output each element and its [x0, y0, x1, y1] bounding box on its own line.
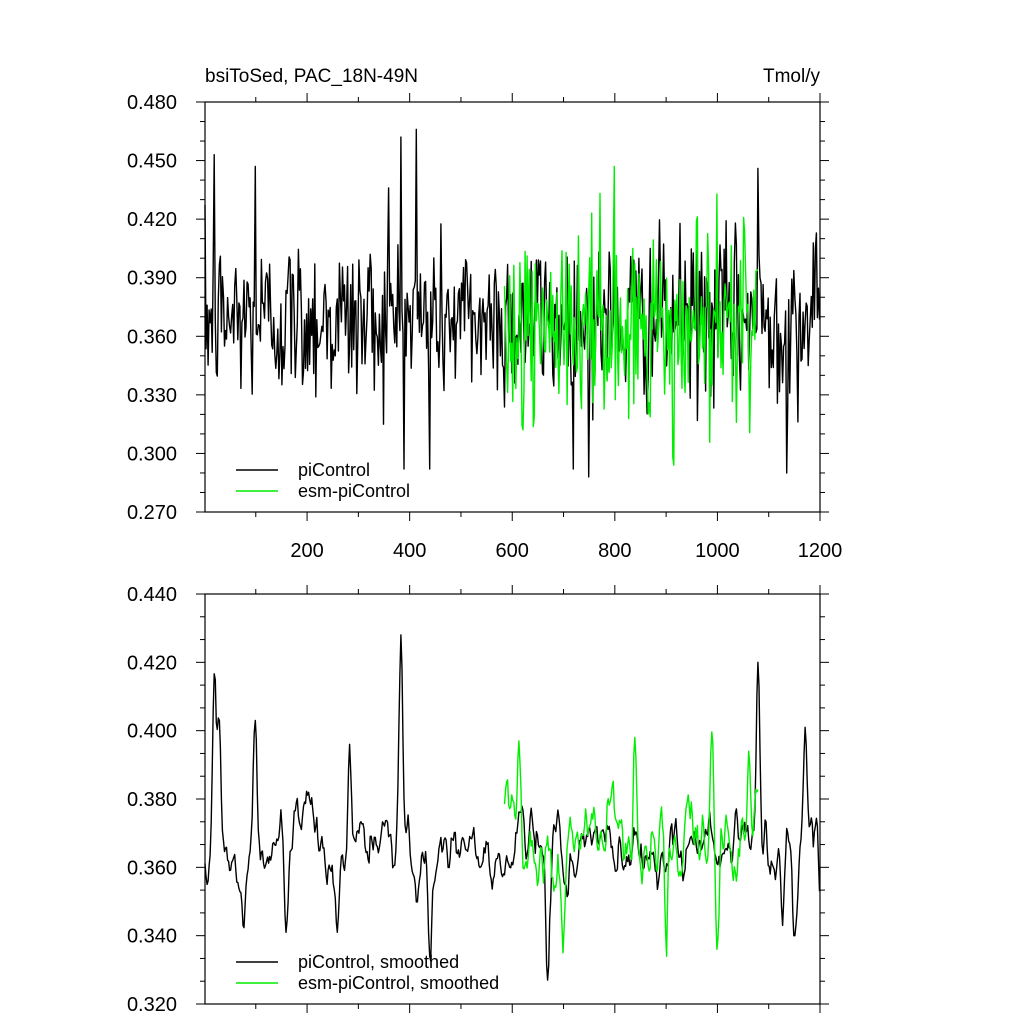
- top-plot-frame: [204, 101, 821, 513]
- series-line-esm-picontrol-smoothed: [503, 731, 759, 957]
- top-axis-ticks: 200 400 600 800 1000 1200 0.270 0.300 0.330 0.360…: [127, 92, 842, 562]
- bottom-plot-frame: [204, 593, 821, 1005]
- y-tick-label: 0.400: [127, 721, 177, 743]
- y-tick-label: 0.480: [127, 92, 177, 114]
- y-tick-label: 0.440: [127, 584, 177, 606]
- bottom-axis-ticks: 0.320 0.340 0.360 0.380 0.400 0.420 0.440: [127, 584, 829, 1016]
- top-legend: piControl esm-piControl: [236, 460, 410, 501]
- y-tick-label: 0.270: [127, 502, 177, 524]
- y-tick-label: 0.360: [127, 326, 177, 348]
- series-line-esm-picontrol: [503, 165, 759, 466]
- top-panel: bsiToSed, PAC_18N-49N Tmol/y 200 400 600 80…: [127, 66, 842, 562]
- series-line-picontrol: [204, 128, 821, 478]
- legend-label-esm-picontrol-smoothed: esm-piControl, smoothed: [298, 973, 499, 993]
- x-tick-label: 1000: [695, 540, 740, 562]
- top-panel-title: bsiToSed, PAC_18N-49N: [205, 66, 418, 87]
- series-line-picontrol-smoothed: [204, 634, 821, 981]
- y-tick-label: 0.320: [127, 994, 177, 1016]
- x-tick-label: 600: [496, 540, 529, 562]
- y-tick-label: 0.390: [127, 268, 177, 290]
- y-tick-label: 0.330: [127, 385, 177, 407]
- top-series-lines: [204, 128, 821, 478]
- y-tick-label: 0.450: [127, 151, 177, 173]
- legend-label-picontrol: piControl: [298, 460, 370, 480]
- y-tick-label: 0.420: [127, 652, 177, 674]
- top-panel-units: Tmol/y: [763, 66, 821, 87]
- x-tick-label: 200: [290, 540, 323, 562]
- x-tick-label: 800: [598, 540, 631, 562]
- legend-label-esm-picontrol: esm-piControl: [298, 481, 410, 501]
- legend-label-picontrol-smoothed: piControl, smoothed: [298, 952, 459, 972]
- y-tick-label: 0.380: [127, 789, 177, 811]
- x-tick-label: 400: [393, 540, 426, 562]
- bottom-panel: 0.320 0.340 0.360 0.380 0.400 0.420 0.440 piCo…: [127, 584, 829, 1016]
- bottom-series-lines: [204, 634, 821, 981]
- x-tick-label: 1200: [798, 540, 843, 562]
- y-tick-label: 0.420: [127, 209, 177, 231]
- bottom-legend: piControl, smoothed esm-piControl, smoot…: [236, 952, 499, 993]
- y-tick-label: 0.360: [127, 857, 177, 879]
- y-tick-label: 0.340: [127, 926, 177, 948]
- y-tick-label: 0.300: [127, 443, 177, 465]
